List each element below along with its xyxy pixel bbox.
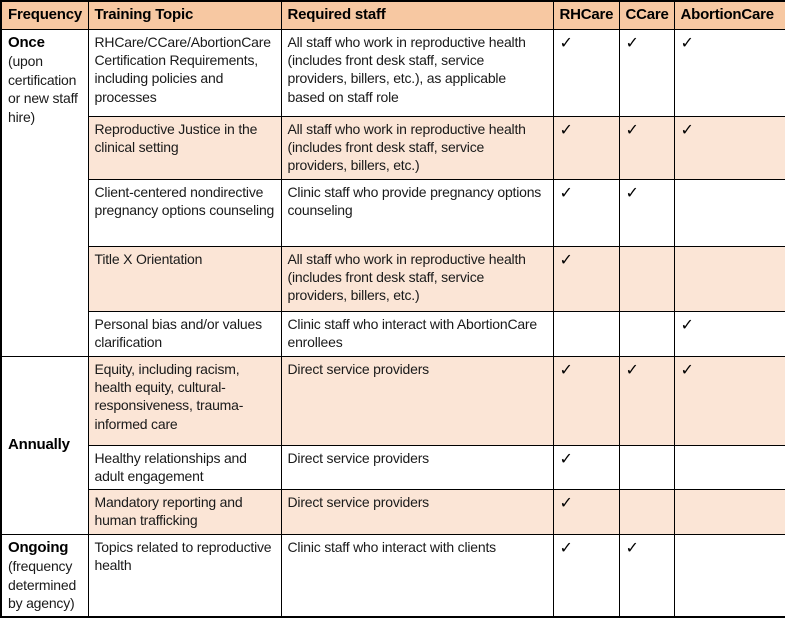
- abortioncare-check-cell: [673, 178, 785, 247]
- required-staff-cell: Direct service providers: [280, 488, 554, 535]
- rhcare-check-cell: ✓: [552, 444, 620, 490]
- abortioncare-check-cell: [673, 444, 785, 490]
- frequency-cell-annually: Annually: [0, 355, 89, 535]
- column-header-required-staff: Required staff: [280, 0, 554, 30]
- required-staff-cell: Clinic staff who interact with AbortionC…: [280, 310, 554, 357]
- ccare-check-cell: [618, 245, 675, 312]
- abortioncare-check-cell: [673, 533, 785, 618]
- rhcare-check-cell: ✓: [552, 178, 620, 247]
- training-topic-cell: Title X Orientation: [87, 245, 282, 312]
- table-row: Client-centered nondirective pregnancy o…: [1, 178, 785, 247]
- frequency-label: Annually: [8, 436, 70, 454]
- training-topic-cell: Equity, including racism, health equity,…: [87, 355, 282, 446]
- table-row: Healthy relationships and adult engageme…: [1, 444, 785, 490]
- frequency-label: Once: [8, 33, 45, 51]
- table-row: Ongoing (frequency determined by agency)…: [0, 533, 785, 618]
- required-staff-cell: Clinic staff who interact with clients: [280, 533, 554, 618]
- table-row: Title X Orientation All staff who work i…: [1, 245, 785, 312]
- column-header-abortioncare: AbortionCare: [673, 0, 785, 30]
- ccare-check-cell: ✓: [618, 178, 675, 247]
- frequency-label: Ongoing: [8, 538, 69, 556]
- required-staff-cell: All staff who work in reproductive healt…: [280, 115, 554, 180]
- required-staff-cell: Direct service providers: [280, 444, 554, 490]
- frequency-cell-ongoing: Ongoing (frequency determined by agency): [0, 533, 89, 618]
- rhcare-check-cell: ✓: [552, 533, 620, 618]
- frequency-note: (upon certification or new staff hire): [8, 53, 78, 125]
- frequency-cell-once: Once (upon certification or new staff hi…: [0, 28, 89, 357]
- ccare-check-cell: [618, 444, 675, 490]
- table-row: Reproductive Justice in the clinical set…: [1, 115, 785, 180]
- abortioncare-check-cell: [673, 488, 785, 535]
- abortioncare-check-cell: ✓: [673, 355, 785, 446]
- ccare-check-cell: [618, 488, 675, 535]
- rhcare-check-cell: ✓: [552, 245, 620, 312]
- ccare-check-cell: [618, 310, 675, 357]
- table-row: Once (upon certification or new staff hi…: [0, 28, 785, 357]
- rhcare-check-cell: [552, 310, 620, 357]
- column-header-ccare: CCare: [618, 0, 675, 30]
- training-topic-cell: Topics related to reproductive health: [87, 533, 282, 618]
- header-row: Frequency Training Topic Required staff …: [0, 0, 785, 30]
- training-topic-cell: Reproductive Justice in the clinical set…: [87, 115, 282, 180]
- table-row: Annually Equity, including racism, healt…: [0, 355, 785, 535]
- ccare-check-cell: ✓: [618, 533, 675, 618]
- training-topic-cell: Healthy relationships and adult engageme…: [87, 444, 282, 490]
- training-topic-cell: Personal bias and/or values clarificatio…: [87, 310, 282, 357]
- rhcare-check-cell: ✓: [552, 115, 620, 180]
- abortioncare-check-cell: ✓: [673, 115, 785, 180]
- ccare-check-cell: ✓: [618, 28, 675, 117]
- table-row: Mandatory reporting and human traffickin…: [1, 488, 785, 535]
- rhcare-check-cell: ✓: [552, 488, 620, 535]
- training-topic-cell: RHCare/CCare/AbortionCare Certification …: [87, 28, 282, 117]
- training-topic-cell: Client-centered nondirective pregnancy o…: [87, 178, 282, 247]
- column-header-rhcare: RHCare: [552, 0, 620, 30]
- column-header-frequency: Frequency: [0, 0, 89, 30]
- required-staff-cell: Clinic staff who provide pregnancy optio…: [280, 178, 554, 247]
- ccare-check-cell: ✓: [618, 115, 675, 180]
- column-header-training-topic: Training Topic: [87, 0, 282, 30]
- rhcare-check-cell: ✓: [552, 355, 620, 446]
- ccare-check-cell: ✓: [618, 355, 675, 446]
- table-row: Personal bias and/or values clarificatio…: [1, 310, 785, 357]
- required-staff-cell: All staff who work in reproductive healt…: [280, 28, 554, 117]
- abortioncare-check-cell: ✓: [673, 28, 785, 117]
- required-staff-cell: All staff who work in reproductive healt…: [280, 245, 554, 312]
- rhcare-check-cell: ✓: [552, 28, 620, 117]
- required-staff-cell: Direct service providers: [280, 355, 554, 446]
- abortioncare-check-cell: [673, 245, 785, 312]
- frequency-note: (frequency determined by agency): [8, 558, 77, 612]
- training-topic-cell: Mandatory reporting and human traffickin…: [87, 488, 282, 535]
- abortioncare-check-cell: ✓: [673, 310, 785, 357]
